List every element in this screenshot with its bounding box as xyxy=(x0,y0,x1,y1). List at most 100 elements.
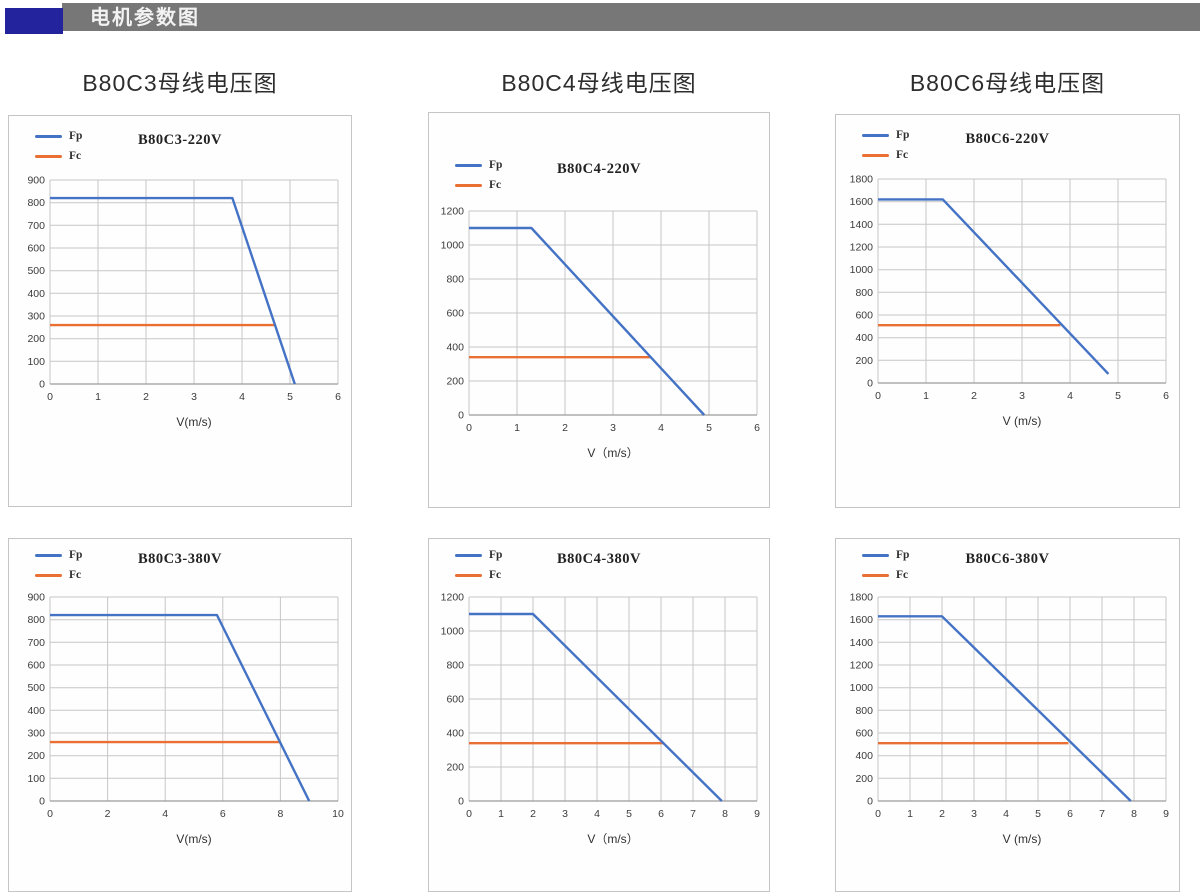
chart-panel-b80c4-380v: Fp Fc B80C4-380V 0 200 400 600 800 1000 1200 0 1… xyxy=(428,538,770,892)
chart-panel-b80c3-380v: Fp Fc B80C3-380V 0 100 200 300 400 500 600 700 8… xyxy=(8,538,352,892)
legend-item-fp: Fp xyxy=(862,547,909,563)
svg-text:2: 2 xyxy=(105,808,111,820)
chart-legend: Fp Fc xyxy=(862,547,909,587)
legend-label-fc: Fc xyxy=(69,569,82,581)
fc-line-swatch-icon xyxy=(455,183,482,187)
svg-text:800: 800 xyxy=(855,705,873,717)
chart-title: B80C3-380V xyxy=(138,551,222,567)
legend-item-fc: Fc xyxy=(455,177,502,193)
svg-text:1800: 1800 xyxy=(849,174,873,186)
svg-text:200: 200 xyxy=(855,773,873,785)
svg-text:200: 200 xyxy=(446,376,464,388)
svg-text:400: 400 xyxy=(446,728,464,740)
svg-text:400: 400 xyxy=(446,342,464,354)
chart-legend: Fp Fc xyxy=(455,157,502,197)
legend-item-fp: Fp xyxy=(35,547,82,563)
svg-text:1: 1 xyxy=(907,808,913,820)
svg-text:900: 900 xyxy=(27,175,45,187)
svg-text:800: 800 xyxy=(446,660,464,672)
svg-text:V(m/s): V(m/s) xyxy=(176,832,211,846)
svg-text:1: 1 xyxy=(498,808,504,820)
svg-text:700: 700 xyxy=(27,220,45,232)
svg-text:400: 400 xyxy=(27,288,45,300)
fc-line-swatch-icon xyxy=(35,573,62,577)
svg-text:V (m/s): V (m/s) xyxy=(1002,832,1041,846)
page-title: 电机参数图 xyxy=(90,7,200,29)
svg-text:9: 9 xyxy=(1163,808,1169,820)
svg-text:1200: 1200 xyxy=(441,206,465,218)
legend-label-fp: Fp xyxy=(489,549,503,561)
svg-text:V (m/s): V (m/s) xyxy=(1002,414,1041,428)
svg-text:3: 3 xyxy=(610,422,616,434)
header-bar xyxy=(62,3,1200,31)
svg-text:7: 7 xyxy=(690,808,696,820)
svg-text:0: 0 xyxy=(867,378,873,390)
chart-legend: Fp Fc xyxy=(862,127,909,167)
svg-text:300: 300 xyxy=(27,311,45,323)
svg-text:2: 2 xyxy=(143,391,149,403)
svg-text:2: 2 xyxy=(530,808,536,820)
legend-label-fc: Fc xyxy=(896,149,909,161)
svg-text:100: 100 xyxy=(27,773,45,785)
chart-canvas: 0 100 200 300 400 500 600 700 800 900 0 2 4 6 8 10 V(m/s… xyxy=(27,592,344,847)
legend-label-fc: Fc xyxy=(489,569,502,581)
legend-label-fc: Fc xyxy=(69,150,82,162)
fp-line-swatch-icon xyxy=(455,553,482,557)
chart-canvas: 0 200 400 600 800 1000 1200 1400 1600 1800 0 1 2 3 4 5 6… xyxy=(849,174,1168,429)
chart-legend: Fp Fc xyxy=(35,128,82,168)
svg-text:0: 0 xyxy=(458,796,464,808)
svg-text:900: 900 xyxy=(27,592,45,604)
svg-text:200: 200 xyxy=(855,355,873,367)
svg-text:8: 8 xyxy=(722,808,728,820)
svg-text:4: 4 xyxy=(1003,808,1009,820)
svg-text:V（m/s）: V（m/s） xyxy=(587,832,638,846)
column-title-b80c6: B80C6母线电压图 xyxy=(909,70,1106,96)
svg-text:600: 600 xyxy=(855,728,873,740)
legend-label-fp: Fp xyxy=(896,549,910,561)
chart-title: B80C4-380V xyxy=(557,551,641,567)
legend-label-fp: Fp xyxy=(896,129,910,141)
svg-text:500: 500 xyxy=(27,682,45,694)
svg-text:0: 0 xyxy=(466,422,472,434)
svg-text:600: 600 xyxy=(446,694,464,706)
svg-text:6: 6 xyxy=(754,422,760,434)
svg-text:1: 1 xyxy=(923,390,929,402)
legend-item-fp: Fp xyxy=(35,128,82,144)
legend-label-fp: Fp xyxy=(69,549,83,561)
fp-line-swatch-icon xyxy=(35,553,62,557)
svg-text:6: 6 xyxy=(220,808,226,820)
legend-label-fc: Fc xyxy=(896,569,909,581)
svg-text:10: 10 xyxy=(332,808,344,820)
legend-label-fp: Fp xyxy=(489,159,503,171)
svg-text:4: 4 xyxy=(594,808,600,820)
column-title-b80c3: B80C3母线电压图 xyxy=(82,70,278,96)
fp-line-swatch-icon xyxy=(455,163,482,167)
svg-text:600: 600 xyxy=(27,243,45,255)
svg-text:5: 5 xyxy=(287,391,293,403)
svg-text:9: 9 xyxy=(754,808,760,820)
chart-panel-b80c4-220v: Fp Fc B80C4-220V 0 200 400 600 800 1000 1200 0 1… xyxy=(428,112,770,508)
svg-text:1: 1 xyxy=(95,391,101,403)
chart-legend: Fp Fc xyxy=(455,547,502,587)
svg-text:800: 800 xyxy=(27,197,45,209)
svg-text:1600: 1600 xyxy=(849,614,873,626)
svg-text:600: 600 xyxy=(855,310,873,322)
svg-text:300: 300 xyxy=(27,728,45,740)
svg-text:1200: 1200 xyxy=(441,592,465,604)
svg-text:200: 200 xyxy=(27,750,45,762)
chart-title: B80C4-220V xyxy=(557,161,641,177)
legend-item-fc: Fc xyxy=(862,147,909,163)
svg-text:1600: 1600 xyxy=(849,196,873,208)
svg-text:400: 400 xyxy=(855,332,873,344)
chart-header: Fp Fc B80C4-220V xyxy=(429,113,769,205)
svg-text:3: 3 xyxy=(191,391,197,403)
svg-text:7: 7 xyxy=(1099,808,1105,820)
chart-panel-b80c6-380v: Fp Fc B80C6-380V 0 200 400 600 800 1000 1200 14… xyxy=(835,538,1180,892)
svg-text:0: 0 xyxy=(39,379,45,391)
svg-text:0: 0 xyxy=(47,808,53,820)
chart-header: Fp Fc B80C6-380V xyxy=(836,539,1179,591)
svg-text:4: 4 xyxy=(658,422,664,434)
svg-text:V（m/s）: V（m/s） xyxy=(587,446,638,460)
svg-text:400: 400 xyxy=(27,705,45,717)
